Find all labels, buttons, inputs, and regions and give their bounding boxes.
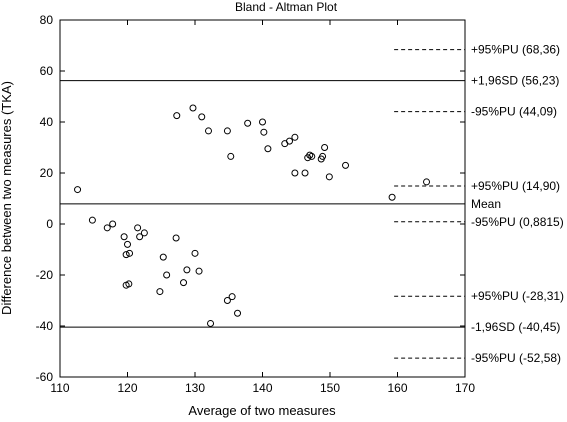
x-tick-label: 110 (50, 381, 69, 395)
chart-title: Bland - Altman Plot (235, 0, 338, 14)
dashed-line-label: -95%PU (0,8815) (471, 215, 564, 229)
data-point (423, 178, 431, 186)
data-point (228, 293, 236, 301)
solid-line-label: Mean (471, 197, 501, 211)
dashed-line-label: -95%PU (44,09) (471, 105, 557, 119)
y-tick-label: 20 (40, 166, 54, 180)
data-point (227, 152, 235, 160)
y-axis-title: Difference between two measures (TKA) (0, 81, 14, 315)
solid-line-label: +1,96SD (56,23) (471, 74, 559, 88)
data-point (159, 253, 167, 261)
data-point (109, 220, 117, 228)
data-point (264, 145, 272, 153)
solid-line-label: -1,96SD (-40,45) (471, 320, 560, 334)
data-point (260, 128, 268, 136)
data-point (244, 119, 252, 127)
data-point (122, 251, 130, 259)
y-tick-label: -20 (36, 268, 54, 282)
y-axis: 80 60 40 20 0 -20 -40 -60 (36, 13, 465, 384)
data-point (195, 267, 203, 275)
data-point (124, 240, 131, 248)
data-point (325, 173, 333, 181)
data-point (136, 233, 144, 241)
data-point (291, 133, 299, 141)
y-tick-label: -40 (36, 319, 54, 333)
data-point (126, 249, 134, 257)
data-point (205, 127, 212, 135)
data-point (173, 112, 181, 120)
data-point (156, 288, 164, 296)
dashed-line-label: +95%PU (68,36) (471, 43, 560, 57)
data-point (172, 234, 180, 242)
data-point (180, 279, 188, 287)
plot-frame (59, 19, 466, 378)
y-tick-label: 40 (40, 115, 54, 129)
x-tick-label: 130 (185, 381, 205, 395)
data-point (388, 193, 396, 201)
dashed-line-label: +95%PU (-28,31) (471, 289, 564, 303)
dashed-line-label: +95%PU (14,90) (471, 179, 560, 193)
x-axis-title: Average of two measures (188, 403, 336, 418)
data-point (103, 224, 111, 232)
data-point (321, 144, 329, 151)
y-tick-label: 80 (40, 13, 54, 27)
y-tick-label: -60 (36, 370, 54, 384)
data-point (259, 118, 266, 126)
x-tick-label: 160 (387, 381, 407, 395)
data-point (342, 161, 350, 169)
data-point (183, 266, 191, 274)
data-point (191, 249, 199, 257)
x-tick-label: 120 (117, 381, 137, 395)
data-point (198, 113, 206, 121)
data-point (140, 229, 148, 237)
data-point (120, 233, 128, 241)
data-point (319, 152, 327, 160)
data-point (125, 280, 133, 288)
data-point (291, 169, 299, 177)
data-point (223, 297, 231, 304)
data-point (189, 104, 197, 112)
data-point (207, 319, 215, 327)
x-axis: 110 120 130 140 150 160 170 (50, 20, 475, 395)
data-point (223, 127, 231, 135)
data-point (234, 309, 242, 317)
dashed-line-label: -95%PU (-52,58) (471, 351, 561, 365)
y-tick-label: 60 (40, 64, 54, 78)
data-point (308, 152, 316, 160)
x-tick-label: 170 (455, 381, 475, 395)
data-point (286, 137, 293, 145)
data-point (163, 271, 171, 279)
reference-lines: +1,96SD (56,23) Mean -1,96SD (-40,45) +95%P… (60, 43, 564, 365)
data-point (88, 216, 96, 224)
x-tick-label: 140 (252, 381, 272, 395)
x-tick-label: 150 (320, 381, 340, 395)
data-point (301, 169, 309, 177)
y-tick-label: 0 (46, 217, 53, 231)
data-points (74, 104, 431, 327)
data-point (134, 224, 142, 232)
data-point (74, 186, 82, 194)
